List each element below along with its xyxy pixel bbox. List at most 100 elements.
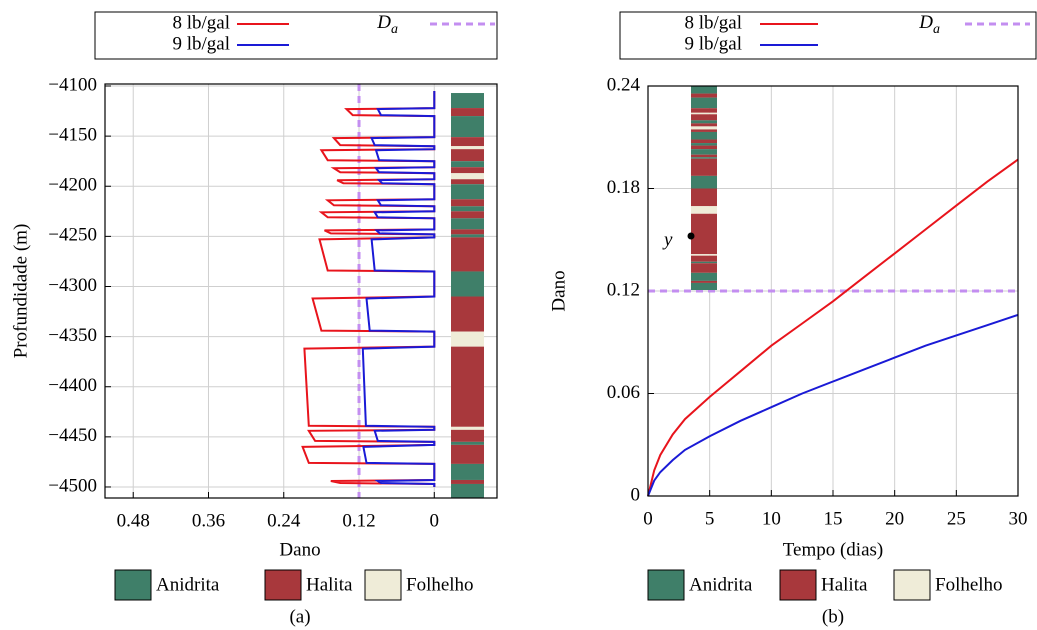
annotation: y xyxy=(662,229,673,250)
legend-box xyxy=(94,11,498,60)
inset-stratum xyxy=(691,86,717,94)
inset-stratum xyxy=(691,97,717,109)
stratum xyxy=(451,296,484,332)
inset-stratum xyxy=(691,154,717,158)
legend-label-sub: a xyxy=(391,22,398,37)
x-tick-label: 0.12 xyxy=(342,510,375,531)
inset-stratum xyxy=(691,114,717,121)
stratum xyxy=(451,149,484,162)
plot-frame xyxy=(104,83,498,499)
inset-stratum xyxy=(691,263,717,273)
stratum xyxy=(451,161,484,168)
inset-stratum xyxy=(691,261,717,264)
stratum xyxy=(451,218,484,230)
stratum xyxy=(451,146,484,150)
inset-stratum xyxy=(691,255,717,262)
panel: 0.48 0.36 0.24 0.12 0 −4100 −4150 −4200 −4250 −43… xyxy=(10,11,498,627)
y-axis-label: Profundidade (m) xyxy=(10,224,31,359)
panel-label: (a) xyxy=(289,606,310,627)
legend-label-main: D xyxy=(918,12,933,33)
legend-label: Anidrita xyxy=(156,574,220,595)
legend-label: Folhelho xyxy=(935,574,1003,595)
stratum xyxy=(451,167,484,174)
y-tick-label: 0.06 xyxy=(607,382,640,403)
stratum xyxy=(451,108,484,117)
x-axis-label: Dano xyxy=(279,539,320,560)
inset-stratum xyxy=(691,126,717,130)
legend-swatch xyxy=(893,569,931,601)
inset-stratum xyxy=(691,93,717,98)
y-tick-label: −4250 xyxy=(48,225,97,246)
stratum xyxy=(451,173,484,180)
x-tick-label: 20 xyxy=(885,508,904,529)
y-tick-label: 0.12 xyxy=(607,279,640,300)
stratum xyxy=(451,426,484,430)
y-tick-label: 0.24 xyxy=(607,74,641,95)
legend-label: Da xyxy=(918,12,940,37)
y-tick-label: −4100 xyxy=(48,74,97,95)
stratum xyxy=(451,229,484,235)
stratum xyxy=(451,441,484,445)
inset-stratum xyxy=(691,145,717,150)
stratum xyxy=(451,199,484,207)
stratum xyxy=(451,463,484,480)
legend-swatch xyxy=(364,569,402,601)
x-tick-label: 0 xyxy=(430,510,440,531)
plot-frame xyxy=(647,85,1019,497)
y-tick-label: −4300 xyxy=(48,275,97,296)
marker-dot xyxy=(687,232,695,240)
stratum xyxy=(451,116,484,138)
y-tick-label: −4150 xyxy=(48,124,97,145)
inset-stratum xyxy=(691,123,717,127)
inset-stratum xyxy=(691,129,717,132)
legend-label: Anidrita xyxy=(689,574,753,595)
inset-stratum xyxy=(691,108,717,113)
stratum xyxy=(451,93,484,109)
y-tick-label: −4400 xyxy=(48,375,97,396)
y-tick-label: 0 xyxy=(631,484,641,505)
stratum xyxy=(451,237,484,272)
legend-label: 8 lb/gal xyxy=(172,12,230,33)
inset-stratum xyxy=(691,120,717,124)
data-line xyxy=(361,91,436,487)
legend-label: Halita xyxy=(306,574,353,595)
stratum xyxy=(451,206,484,212)
legend-swatch xyxy=(264,569,302,601)
y-tick-label: −4500 xyxy=(48,475,97,496)
legend-label: 8 lb/gal xyxy=(684,12,742,33)
inset-stratum xyxy=(691,213,717,255)
stratum xyxy=(451,211,484,219)
y-tick-label: 0.18 xyxy=(607,177,640,198)
stratum xyxy=(451,429,484,442)
stratum xyxy=(451,331,484,347)
data-line xyxy=(647,313,1019,497)
legend-label-main: D xyxy=(376,12,391,33)
legend-swatch xyxy=(114,569,152,601)
y-tick-label: −4350 xyxy=(48,325,97,346)
y-axis-label: Dano xyxy=(548,270,569,311)
legend-label: Da xyxy=(376,12,398,37)
x-tick-label: 0 xyxy=(643,508,653,529)
stratum xyxy=(451,479,484,484)
stratum xyxy=(451,179,484,185)
legend-label-sub: a xyxy=(933,22,940,37)
panel: 0 5 10 15 20 25 30 0 0.06 0.12 0.18 0.24 y Tempo (dia… xyxy=(548,11,1037,627)
inset-stratum xyxy=(691,139,717,144)
x-tick-label: 30 xyxy=(1009,508,1028,529)
x-tick-label: 0.36 xyxy=(192,510,225,531)
stratum xyxy=(451,184,484,200)
inset-stratum xyxy=(691,158,717,176)
inset-stratum xyxy=(691,282,717,290)
inset-stratum xyxy=(691,112,717,115)
inset-stratum xyxy=(691,254,717,256)
stratum xyxy=(451,234,484,238)
inset-stratum xyxy=(691,143,717,146)
x-tick-label: 0.24 xyxy=(267,510,301,531)
inset-stratum xyxy=(691,188,717,207)
inset-stratum xyxy=(691,157,717,159)
x-axis-label: Tempo (dias) xyxy=(783,539,884,560)
panel-label: (b) xyxy=(822,606,844,627)
y-tick-label: −4450 xyxy=(48,425,97,446)
stratum xyxy=(451,271,484,297)
